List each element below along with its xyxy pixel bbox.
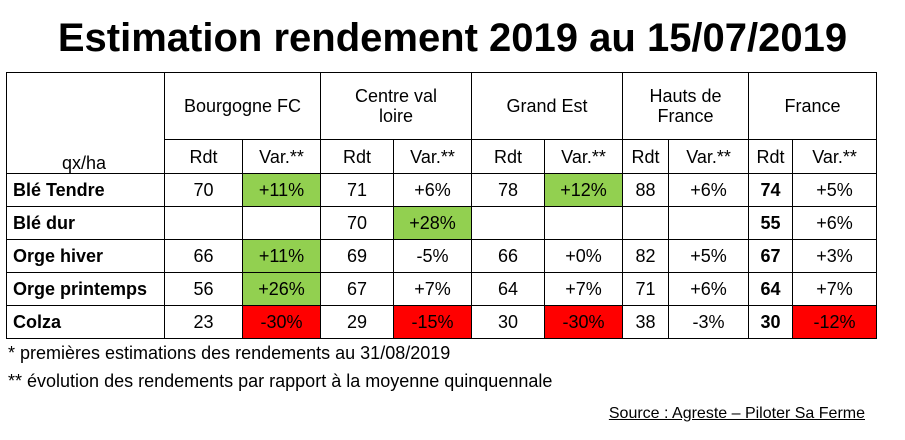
yield-value: 30 <box>471 305 546 339</box>
table-row: Orge hiver 66 +11% 69 -5% 66 +0% 82 +5% 67 +3% <box>6 239 878 273</box>
footnote-variation: ** évolution des rendements par rapport … <box>8 371 553 391</box>
var-header: Var.** <box>792 139 878 174</box>
variation-value: +7% <box>544 272 624 306</box>
yield-value: 82 <box>622 239 670 273</box>
yield-value: 70 <box>320 206 395 240</box>
variation-value <box>544 206 624 240</box>
variation-value: +28% <box>393 206 473 240</box>
yield-value <box>622 206 670 240</box>
variation-value: +12% <box>544 173 624 207</box>
variation-value: -30% <box>544 305 624 339</box>
crop-label: Blé dur <box>6 206 165 240</box>
variation-value <box>668 206 750 240</box>
yield-value: 74 <box>748 173 794 207</box>
variation-value: +6% <box>668 173 750 207</box>
source-note: Source : Agreste – Piloter Sa Ferme <box>608 405 865 422</box>
yield-table: qx/ha Bourgogne FC Centre val loire Gran… <box>6 72 878 339</box>
variation-value <box>241 206 322 240</box>
yield-value: 70 <box>164 173 243 207</box>
region-header: Centre val loire <box>320 72 473 140</box>
unit-label: qx/ha <box>6 72 165 174</box>
variation-value: -15% <box>393 305 473 339</box>
page-title: Estimation rendement 2019 au 15/07/2019 <box>57 16 848 60</box>
region-header: France <box>748 72 878 140</box>
yield-value <box>164 206 243 240</box>
variation-value: +6% <box>393 173 473 207</box>
variation-value: -30% <box>241 305 322 339</box>
yield-value: 71 <box>320 173 395 207</box>
crop-label: Orge hiver <box>6 239 165 273</box>
region-header: Grand Est <box>471 72 624 140</box>
yield-value: 29 <box>320 305 395 339</box>
yield-value: 67 <box>320 272 395 306</box>
rdt-header: Rdt <box>320 139 395 174</box>
crop-label: Blé Tendre <box>6 173 165 207</box>
variation-value: +3% <box>792 239 878 273</box>
yield-value <box>471 206 546 240</box>
yield-value: 55 <box>748 206 794 240</box>
table-row: Orge printemps 56 +26% 67 +7% 64 +7% 71 +6% 64 +7% <box>6 272 878 306</box>
yield-value: 64 <box>748 272 794 306</box>
table-row: Blé dur 70 +28% 55 +6% <box>6 206 878 240</box>
yield-value: 66 <box>164 239 243 273</box>
variation-value: -12% <box>792 305 878 339</box>
rdt-header: Rdt <box>622 139 670 174</box>
yield-value: 23 <box>164 305 243 339</box>
region-header: Bourgogne FC <box>163 72 322 140</box>
table-body: Blé Tendre 70 +11% 71 +6% 78 +12% 88 +6% 74 +5% Blé… <box>6 173 878 339</box>
yield-value: 64 <box>471 272 546 306</box>
yield-value: 69 <box>320 239 395 273</box>
var-header: Var.** <box>241 139 322 174</box>
var-header: Var.** <box>393 139 473 174</box>
variation-value: +7% <box>393 272 473 306</box>
crop-label: Colza <box>6 305 165 339</box>
rdt-header: Rdt <box>748 139 794 174</box>
table-row: Blé Tendre 70 +11% 71 +6% 78 +12% 88 +6% 74 +5% <box>6 173 878 207</box>
variation-value: +5% <box>668 239 750 273</box>
yield-value: 88 <box>622 173 670 207</box>
variation-value: -5% <box>393 239 473 273</box>
variation-value: +0% <box>544 239 624 273</box>
variation-value: +11% <box>241 239 322 273</box>
region-header: Hauts de France <box>622 72 750 140</box>
variation-value: +5% <box>792 173 878 207</box>
yield-value: 71 <box>622 272 670 306</box>
yield-value: 66 <box>471 239 546 273</box>
variation-value: +6% <box>792 206 878 240</box>
variation-value: +6% <box>668 272 750 306</box>
footnote-first-estimates: * premières estimations des rendements a… <box>8 343 451 363</box>
yield-value: 38 <box>622 305 670 339</box>
yield-value: 67 <box>748 239 794 273</box>
variation-value: +7% <box>792 272 878 306</box>
yield-value: 78 <box>471 173 546 207</box>
rdt-header: Rdt <box>471 139 546 174</box>
variation-value: -3% <box>668 305 750 339</box>
variation-value: +11% <box>241 173 322 207</box>
yield-value: 56 <box>164 272 243 306</box>
crop-label: Orge printemps <box>6 272 165 306</box>
var-header: Var.** <box>668 139 750 174</box>
table-row: Colza 23 -30% 29 -15% 30 -30% 38 -3% 30 -12% <box>6 305 878 339</box>
variation-value: +26% <box>241 272 322 306</box>
yield-value: 30 <box>748 305 794 339</box>
var-header: Var.** <box>544 139 624 174</box>
rdt-header: Rdt <box>164 139 243 174</box>
